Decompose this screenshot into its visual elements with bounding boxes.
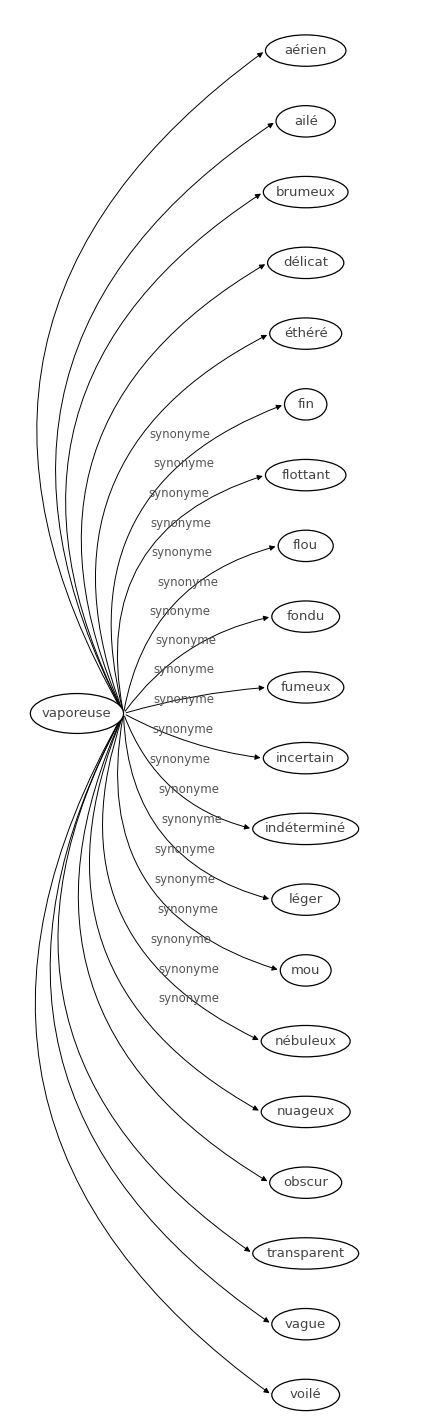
Text: délicat: délicat bbox=[283, 257, 328, 270]
Text: synonyme: synonyme bbox=[154, 843, 215, 856]
Text: éthéré: éthéré bbox=[284, 327, 328, 340]
FancyArrowPatch shape bbox=[102, 716, 258, 1040]
Text: ailé: ailé bbox=[294, 114, 317, 128]
Text: nébuleux: nébuleux bbox=[275, 1035, 337, 1047]
FancyArrowPatch shape bbox=[35, 716, 269, 1393]
Text: synonyme: synonyme bbox=[149, 428, 210, 441]
Ellipse shape bbox=[264, 742, 348, 773]
Text: léger: léger bbox=[289, 893, 323, 906]
FancyArrowPatch shape bbox=[58, 716, 249, 1251]
FancyArrowPatch shape bbox=[81, 265, 264, 711]
Text: flou: flou bbox=[293, 539, 318, 552]
Text: synonyme: synonyme bbox=[162, 813, 223, 826]
Text: fondu: fondu bbox=[286, 611, 325, 624]
Ellipse shape bbox=[270, 318, 342, 350]
Text: synonyme: synonyme bbox=[158, 783, 219, 796]
Ellipse shape bbox=[270, 1167, 342, 1199]
Text: transparent: transparent bbox=[266, 1247, 345, 1260]
Ellipse shape bbox=[272, 601, 340, 632]
Text: mou: mou bbox=[291, 963, 320, 977]
Text: synonyme: synonyme bbox=[159, 993, 220, 1006]
Ellipse shape bbox=[276, 106, 335, 137]
Text: synonyme: synonyme bbox=[153, 664, 215, 676]
Ellipse shape bbox=[261, 1096, 350, 1127]
FancyArrowPatch shape bbox=[56, 124, 273, 711]
Text: synonyme: synonyme bbox=[158, 575, 218, 588]
Ellipse shape bbox=[266, 459, 346, 491]
FancyArrowPatch shape bbox=[124, 547, 275, 711]
Ellipse shape bbox=[253, 1237, 359, 1269]
FancyArrowPatch shape bbox=[89, 716, 258, 1110]
Text: brumeux: brumeux bbox=[276, 186, 336, 198]
FancyArrowPatch shape bbox=[126, 686, 264, 712]
Text: synonyme: synonyme bbox=[150, 517, 211, 529]
Ellipse shape bbox=[272, 1380, 340, 1411]
Text: fumeux: fumeux bbox=[280, 681, 331, 694]
Text: fin: fin bbox=[297, 398, 314, 411]
Text: flottant: flottant bbox=[281, 468, 330, 482]
FancyArrowPatch shape bbox=[125, 616, 268, 711]
Text: aérien: aérien bbox=[284, 44, 327, 57]
Ellipse shape bbox=[253, 813, 359, 845]
Ellipse shape bbox=[261, 1026, 350, 1057]
Text: synonyme: synonyme bbox=[150, 933, 212, 946]
Ellipse shape bbox=[272, 883, 340, 915]
FancyArrowPatch shape bbox=[65, 194, 260, 711]
Text: synonyme: synonyme bbox=[156, 634, 216, 648]
FancyArrowPatch shape bbox=[111, 405, 281, 711]
Text: vaporeuse: vaporeuse bbox=[42, 706, 112, 721]
Text: synonyme: synonyme bbox=[148, 487, 210, 499]
Text: synonyme: synonyme bbox=[158, 903, 218, 916]
Text: obscur: obscur bbox=[283, 1176, 328, 1189]
Text: synonyme: synonyme bbox=[153, 722, 214, 735]
FancyArrowPatch shape bbox=[50, 716, 269, 1321]
Text: synonyme: synonyme bbox=[151, 547, 212, 559]
Text: synonyme: synonyme bbox=[153, 692, 214, 706]
Ellipse shape bbox=[278, 531, 333, 562]
Ellipse shape bbox=[264, 177, 348, 208]
Text: nuageux: nuageux bbox=[277, 1106, 335, 1119]
FancyArrowPatch shape bbox=[118, 716, 277, 970]
Text: voilé: voilé bbox=[290, 1388, 322, 1401]
Ellipse shape bbox=[280, 955, 331, 986]
Text: synonyme: synonyme bbox=[150, 605, 211, 618]
Ellipse shape bbox=[266, 34, 346, 66]
Text: synonyme: synonyme bbox=[154, 458, 215, 471]
Text: incertain: incertain bbox=[276, 752, 335, 765]
Ellipse shape bbox=[268, 247, 344, 278]
FancyArrowPatch shape bbox=[125, 716, 249, 829]
FancyArrowPatch shape bbox=[37, 53, 262, 711]
Ellipse shape bbox=[30, 694, 124, 733]
FancyArrowPatch shape bbox=[78, 716, 266, 1180]
Ellipse shape bbox=[268, 672, 344, 704]
Text: synonyme: synonyme bbox=[154, 873, 215, 886]
FancyArrowPatch shape bbox=[117, 475, 262, 711]
FancyArrowPatch shape bbox=[96, 335, 266, 711]
Text: synonyme: synonyme bbox=[150, 753, 210, 766]
Text: synonyme: synonyme bbox=[159, 963, 220, 976]
FancyArrowPatch shape bbox=[124, 716, 268, 899]
Ellipse shape bbox=[272, 1309, 340, 1340]
Text: indéterminé: indéterminé bbox=[265, 822, 346, 835]
Ellipse shape bbox=[284, 388, 327, 420]
FancyArrowPatch shape bbox=[126, 715, 260, 759]
Text: vague: vague bbox=[285, 1317, 326, 1331]
